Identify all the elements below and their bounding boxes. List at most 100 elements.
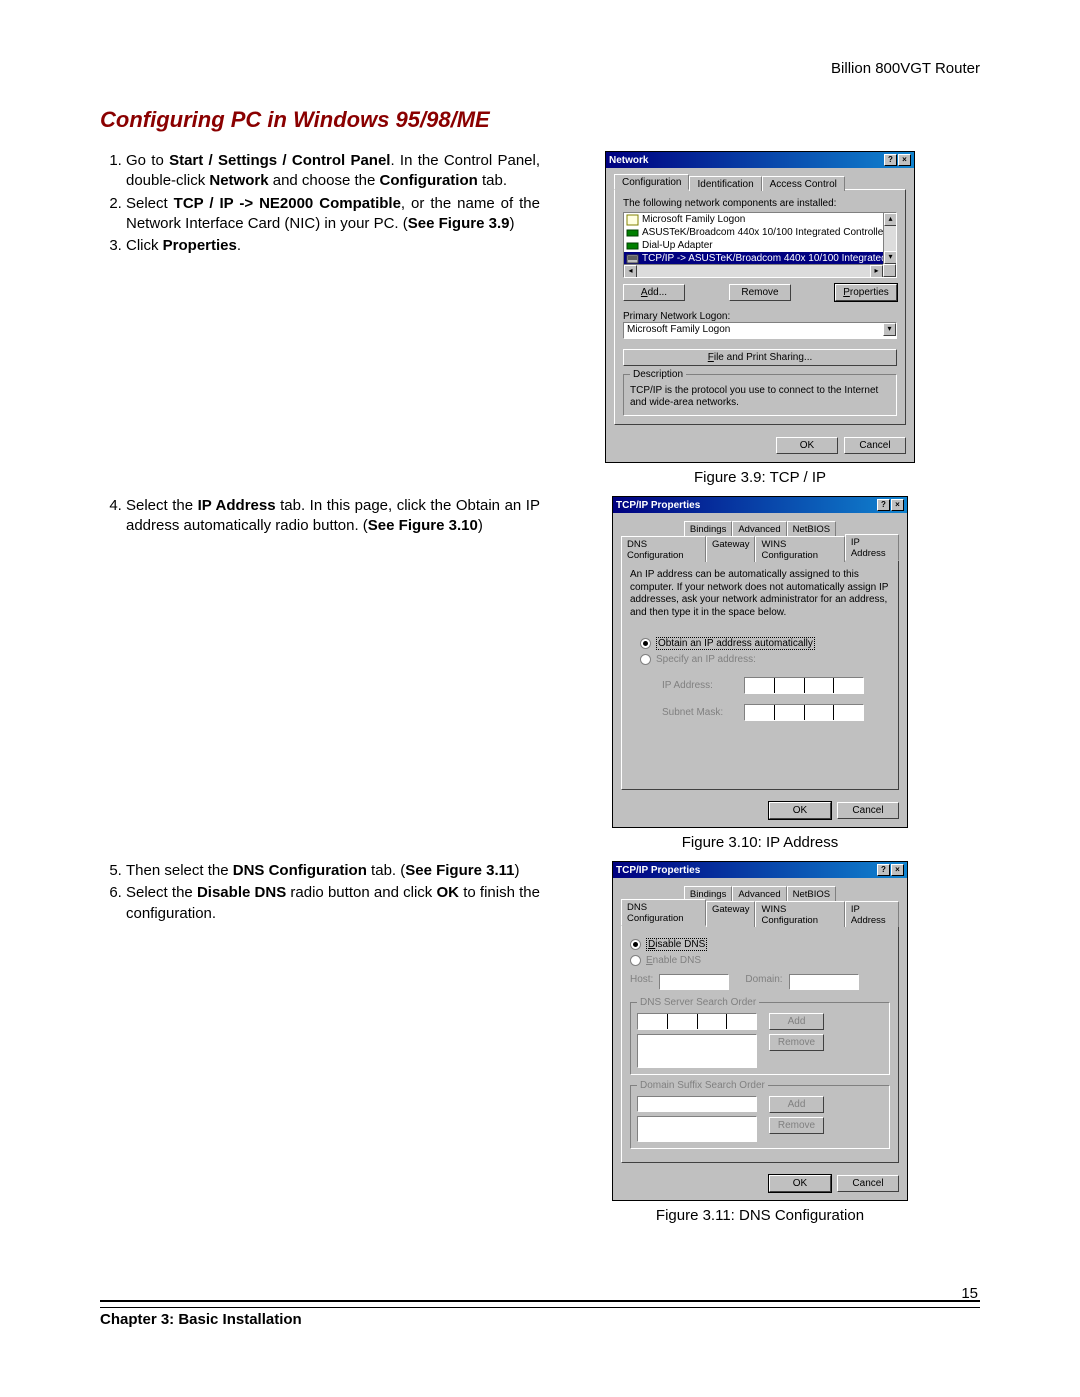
close-button[interactable]: × <box>891 864 904 876</box>
figure-caption-3-9: Figure 3.9: TCP / IP <box>694 469 826 486</box>
tab-gateway[interactable]: Gateway <box>706 901 756 927</box>
dropdown-arrow[interactable]: ▾ <box>883 323 896 336</box>
list-item[interactable]: ASUSTeK/Broadcom 440x 10/100 Integrated … <box>624 226 896 239</box>
dns-remove-button[interactable]: Remove <box>769 1034 824 1051</box>
add-button[interactable]: Add... <box>623 284 685 301</box>
help-button[interactable]: ? <box>877 864 890 876</box>
radio-disable-dns[interactable]: Disable DNS <box>630 938 890 951</box>
dialog-title: TCP/IP Properties <box>616 865 700 876</box>
ok-button[interactable]: OK <box>769 802 831 819</box>
radio-specify-label: Specify an IP address: <box>656 654 756 665</box>
list-item[interactable]: Dial-Up Adapter <box>624 239 896 252</box>
client-icon <box>626 214 639 226</box>
domain-label: Domain: <box>745 974 782 990</box>
titlebar: TCP/IP Properties ? × <box>613 862 907 878</box>
tab-identification[interactable]: Identification <box>689 176 761 191</box>
step-3: Click Properties. <box>126 236 540 256</box>
tab-wins-config[interactable]: WINS Configuration <box>755 536 844 562</box>
adapter-icon <box>626 240 639 252</box>
ip-address-label: IP Address: <box>662 680 732 691</box>
suffix-remove-button[interactable]: Remove <box>769 1117 824 1134</box>
tab-access-control[interactable]: Access Control <box>762 176 845 191</box>
host-input[interactable] <box>659 974 729 990</box>
step-5: Then select the DNS Configuration tab. (… <box>126 861 540 881</box>
close-button[interactable]: × <box>898 154 911 166</box>
network-dialog: Network ? × Configuration Identification… <box>605 151 915 463</box>
description-text: TCP/IP is the protocol you use to connec… <box>630 385 890 409</box>
dns-server-field[interactable] <box>637 1013 757 1030</box>
dns-add-button[interactable]: Add <box>769 1013 824 1030</box>
scrollbar-vertical[interactable]: ▴ ▾ <box>883 213 896 264</box>
help-button[interactable]: ? <box>884 154 897 166</box>
dialog-title: Network <box>609 155 648 166</box>
tab-configuration[interactable]: Configuration <box>614 174 689 190</box>
tcpip-ip-dialog: TCP/IP Properties ? × Bindings Advanced … <box>612 496 908 828</box>
scroll-left-button[interactable]: ◂ <box>624 265 637 278</box>
radio-disable-dns-label: Disable DNS <box>646 938 707 951</box>
tcpip-dns-dialog: TCP/IP Properties ? × Bindings Advanced … <box>612 861 908 1201</box>
logon-dropdown[interactable]: Microsoft Family Logon ▾ <box>623 322 897 339</box>
cancel-button[interactable]: Cancel <box>837 1175 899 1192</box>
radio-obtain-auto[interactable]: Obtain an IP address automatically <box>640 637 890 650</box>
tab-dns-config[interactable]: DNS Configuration <box>621 536 706 562</box>
tab-ip-address[interactable]: IP Address <box>845 534 899 561</box>
ok-button[interactable]: OK <box>776 437 838 454</box>
radio-enable-dns[interactable]: Enable DNS <box>630 955 890 966</box>
list-item-label: Dial-Up Adapter <box>642 240 713 251</box>
dns-server-list[interactable] <box>637 1034 757 1068</box>
doc-header: Billion 800VGT Router <box>100 60 980 77</box>
radio-enable-dns-label: Enable DNS <box>646 955 701 966</box>
suffix-input[interactable] <box>637 1096 757 1112</box>
figure-caption-3-10: Figure 3.10: IP Address <box>682 834 838 851</box>
radio-dot-icon <box>640 654 651 665</box>
adapter-icon <box>626 227 639 239</box>
suffix-add-button[interactable]: Add <box>769 1096 824 1113</box>
tab-gateway[interactable]: Gateway <box>706 536 756 562</box>
file-print-sharing-button[interactable]: File and Print Sharing... <box>623 349 897 366</box>
tab-ip-address[interactable]: IP Address <box>845 901 899 927</box>
scroll-corner <box>883 264 896 277</box>
figure-caption-3-11: Figure 3.11: DNS Configuration <box>656 1207 864 1224</box>
radio-dot-icon <box>630 939 641 950</box>
cancel-button[interactable]: Cancel <box>837 802 899 819</box>
protocol-icon <box>626 253 639 265</box>
close-button[interactable]: × <box>891 499 904 511</box>
scroll-up-button[interactable]: ▴ <box>884 213 897 226</box>
help-button[interactable]: ? <box>877 499 890 511</box>
suffix-list[interactable] <box>637 1116 757 1142</box>
scroll-down-button[interactable]: ▾ <box>884 251 897 264</box>
subnet-mask-label: Subnet Mask: <box>662 707 732 718</box>
ok-button[interactable]: OK <box>769 1175 831 1192</box>
radio-dot-icon <box>640 638 651 649</box>
dialog-title: TCP/IP Properties <box>616 500 700 511</box>
list-item-label: ASUSTeK/Broadcom 440x 10/100 Integrated … <box>642 227 887 238</box>
logon-value: Microsoft Family Logon <box>624 323 883 338</box>
list-label: The following network components are ins… <box>623 198 897 209</box>
domain-input[interactable] <box>789 974 859 990</box>
tab-dns-config[interactable]: DNS Configuration <box>621 899 706 926</box>
host-label: Host: <box>630 974 653 990</box>
scrollbar-horizontal[interactable]: ◂ ▸ <box>624 264 896 277</box>
radio-obtain-auto-label: Obtain an IP address automatically <box>656 637 815 650</box>
description-legend: Description <box>630 369 686 380</box>
section-title: Configuring PC in Windows 95/98/ME <box>100 107 980 133</box>
ip-info-text: An IP address can be automatically assig… <box>630 569 890 619</box>
list-item-label: Microsoft Family Logon <box>642 214 745 225</box>
titlebar: Network ? × <box>606 152 914 168</box>
step-1: Go to Start / Settings / Control Panel. … <box>126 151 540 192</box>
titlebar: TCP/IP Properties ? × <box>613 497 907 513</box>
properties-button[interactable]: Properties <box>835 284 897 301</box>
footer-chapter: Chapter 3: Basic Installation <box>100 1311 302 1328</box>
list-item[interactable]: Microsoft Family Logon <box>624 213 896 226</box>
components-listbox[interactable]: Microsoft Family Logon ASUSTeK/Broadcom 4… <box>623 212 897 278</box>
radio-dot-icon <box>630 955 641 966</box>
remove-button[interactable]: Remove <box>729 284 791 301</box>
cancel-button[interactable]: Cancel <box>844 437 906 454</box>
step-4: Select the IP Address tab. In this page,… <box>126 496 540 537</box>
dns-search-order-legend: DNS Server Search Order <box>637 997 759 1008</box>
scroll-right-button[interactable]: ▸ <box>870 265 883 278</box>
subnet-mask-field[interactable] <box>744 704 864 721</box>
tab-wins-config[interactable]: WINS Configuration <box>755 901 844 927</box>
ip-address-field[interactable] <box>744 677 864 694</box>
radio-specify[interactable]: Specify an IP address: <box>640 654 890 665</box>
